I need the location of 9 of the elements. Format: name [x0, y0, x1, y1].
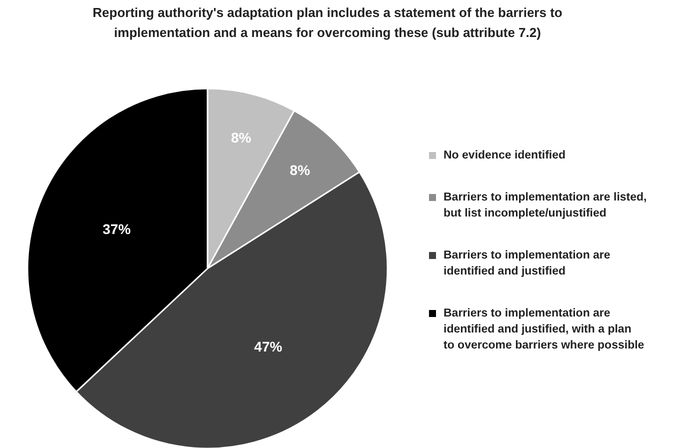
data-label: 47% — [254, 338, 283, 355]
legend-label: Barriers to implementation are identified and justified — [444, 250, 610, 278]
data-label: 8% — [290, 162, 311, 178]
legend-label: No evidence identified — [444, 150, 566, 162]
data-label: 37% — [102, 221, 132, 238]
legend-label: Barriers to implementation are identified and justified, with a plan to overcome barriers where possible — [444, 308, 644, 352]
data-label: 8% — [230, 130, 252, 146]
chart-title: Reporting authority's adaptation plan includes a statement of the barriers to implementation and a means for overcoming these (sub attribute 7.2) — [92, 5, 562, 40]
legend-label: Barriers to implementation are listed, but list incomplete/unjustified — [444, 192, 647, 220]
